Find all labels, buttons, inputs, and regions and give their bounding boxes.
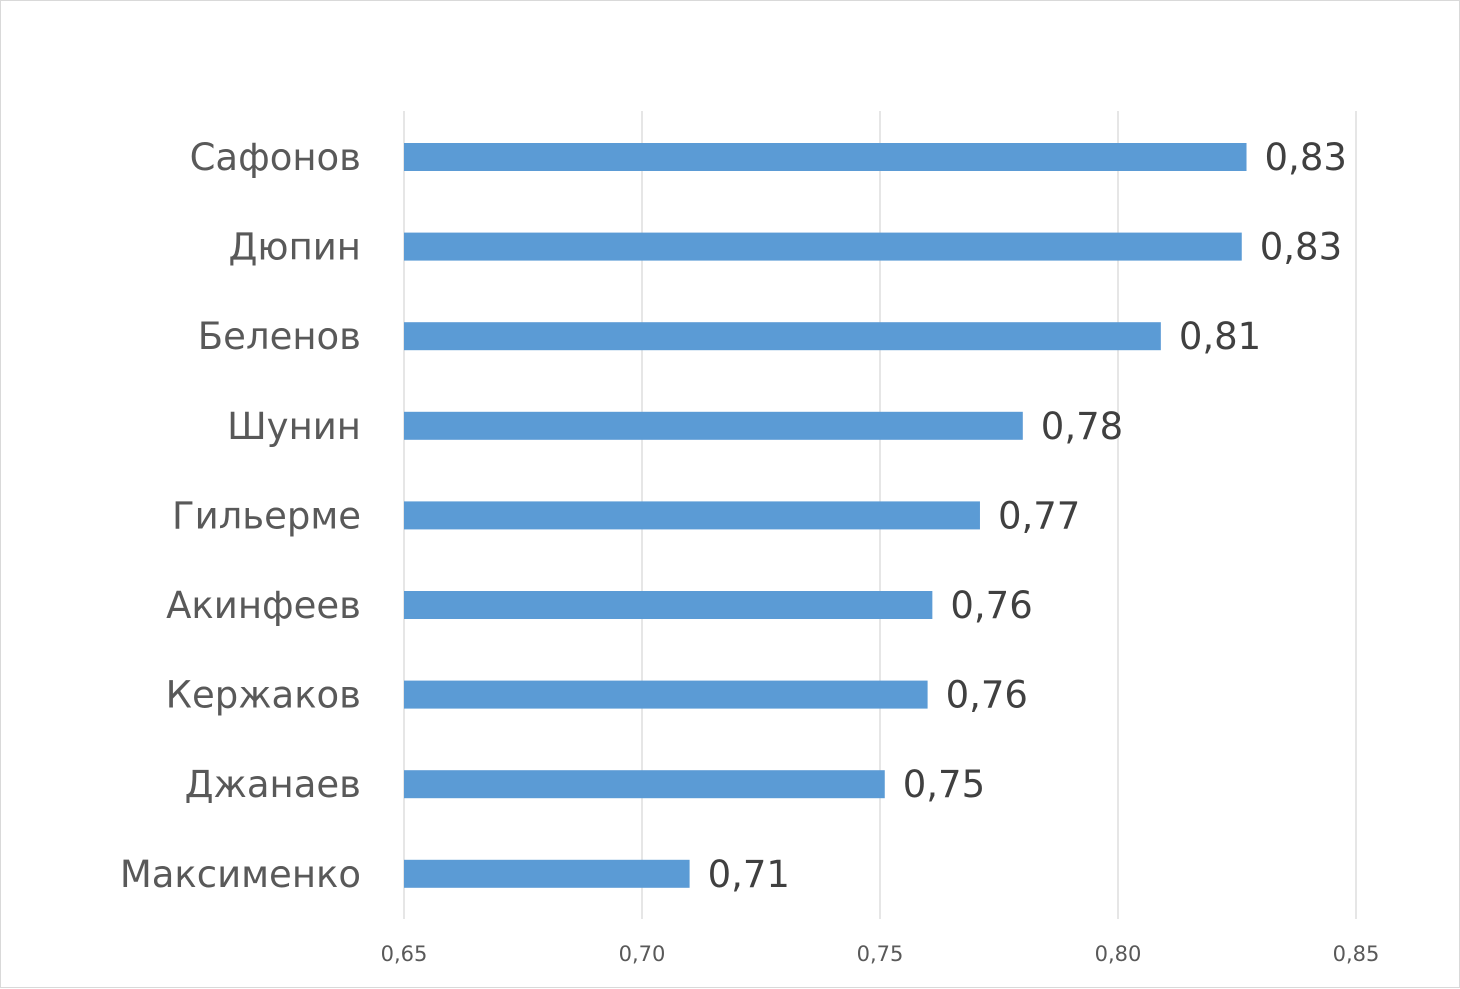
x-tick-label: 0,75: [857, 942, 904, 966]
category-label: Шунин: [227, 405, 361, 448]
x-tick-label: 0,85: [1333, 942, 1380, 966]
data-label: 0,83: [1265, 136, 1347, 179]
labels: 0,65 0,70 0,75 0,80 0,85 Сафонов 0,83 Дюпин 0,83…: [120, 136, 1380, 966]
category-label: Беленов: [198, 315, 361, 358]
category-label: Максименко: [120, 853, 361, 896]
data-label: 0,78: [1041, 405, 1123, 448]
bars: [404, 143, 1247, 888]
x-tick-label: 0,65: [381, 942, 428, 966]
bar: [404, 680, 928, 709]
x-tick-label: 0,70: [619, 942, 666, 966]
bar: [404, 232, 1242, 261]
data-label: 0,81: [1179, 315, 1261, 358]
category-label: Сафонов: [190, 136, 361, 179]
bar: [404, 859, 690, 888]
data-label: 0,77: [998, 494, 1080, 537]
bar: [404, 411, 1023, 440]
data-label: 0,75: [903, 763, 985, 806]
category-label: Акинфеев: [166, 584, 361, 627]
category-label: Кержаков: [166, 674, 361, 717]
data-label: 0,83: [1260, 226, 1342, 269]
x-tick-label: 0,80: [1095, 942, 1142, 966]
data-label: 0,76: [950, 584, 1032, 627]
category-label: Гильерме: [172, 494, 361, 537]
bar: [404, 770, 885, 799]
bar: [404, 143, 1247, 171]
bar: [404, 501, 980, 530]
data-label: 0,71: [708, 853, 790, 896]
category-label: Джанаев: [185, 763, 361, 806]
bar: [404, 591, 933, 619]
bar: [404, 322, 1161, 351]
category-label: Дюпин: [229, 226, 361, 269]
data-label: 0,76: [946, 674, 1028, 717]
